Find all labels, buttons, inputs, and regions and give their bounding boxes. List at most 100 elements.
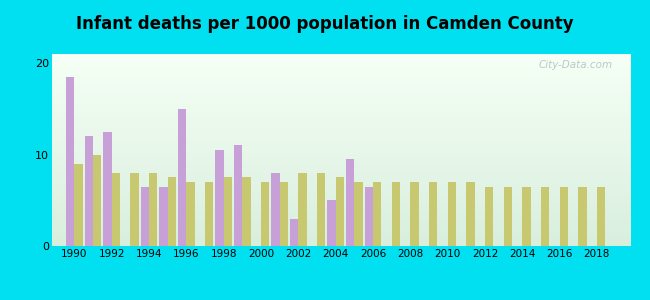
Bar	[52, 161, 630, 164]
Bar	[597, 187, 605, 246]
Bar	[466, 182, 474, 246]
Bar	[52, 213, 630, 215]
Bar	[215, 150, 224, 246]
Bar	[52, 198, 630, 200]
Bar	[52, 229, 630, 231]
Bar	[52, 221, 630, 223]
Bar	[52, 177, 630, 179]
Bar	[74, 164, 83, 246]
Bar	[131, 173, 139, 246]
Bar	[578, 187, 587, 246]
Bar	[187, 182, 195, 246]
Bar	[52, 196, 630, 198]
Bar	[52, 144, 630, 146]
Bar	[52, 135, 630, 137]
Bar	[52, 158, 630, 160]
Bar	[52, 188, 630, 190]
Bar	[52, 88, 630, 91]
Bar	[52, 164, 630, 165]
Bar	[52, 64, 630, 65]
Bar	[335, 177, 344, 246]
Bar	[159, 187, 168, 246]
Bar	[298, 173, 307, 246]
Bar	[52, 116, 630, 117]
Bar	[354, 182, 363, 246]
Bar	[327, 200, 335, 246]
Bar	[271, 173, 280, 246]
Bar	[52, 69, 630, 71]
Bar	[52, 65, 630, 68]
Bar	[242, 177, 251, 246]
Bar	[52, 236, 630, 238]
Bar	[52, 100, 630, 102]
Bar	[52, 140, 630, 142]
Bar	[52, 206, 630, 208]
Bar	[346, 159, 354, 246]
Bar	[52, 154, 630, 156]
Bar	[52, 68, 630, 69]
Bar	[52, 58, 630, 60]
Bar	[52, 156, 630, 158]
Bar	[52, 194, 630, 196]
Bar	[52, 192, 630, 194]
Bar	[52, 219, 630, 221]
Bar	[224, 177, 232, 246]
Bar	[52, 106, 630, 108]
Bar	[52, 204, 630, 206]
Bar	[178, 109, 187, 246]
Bar	[140, 187, 149, 246]
Bar	[52, 113, 630, 116]
Bar	[52, 235, 630, 236]
Bar	[280, 182, 288, 246]
Bar	[52, 232, 630, 235]
Bar	[52, 136, 630, 139]
Bar	[52, 110, 630, 112]
Bar	[52, 129, 630, 131]
Bar	[290, 219, 298, 246]
Bar	[560, 187, 568, 246]
Bar	[52, 240, 630, 242]
Bar	[52, 160, 630, 161]
Bar	[317, 173, 326, 246]
Bar	[52, 165, 630, 167]
Bar	[112, 173, 120, 246]
Bar	[52, 238, 630, 240]
Bar	[504, 187, 512, 246]
Bar	[84, 136, 93, 246]
Bar	[52, 108, 630, 110]
Bar	[261, 182, 269, 246]
Bar	[392, 182, 400, 246]
Bar	[52, 231, 630, 233]
Bar	[52, 91, 630, 92]
Bar	[52, 200, 630, 202]
Bar	[93, 154, 101, 246]
Bar	[66, 77, 74, 246]
Bar	[52, 119, 630, 121]
Bar	[52, 125, 630, 127]
Bar	[52, 187, 630, 188]
Bar	[52, 209, 630, 211]
Bar	[52, 121, 630, 123]
Bar	[52, 131, 630, 133]
Bar	[52, 225, 630, 227]
Bar	[52, 215, 630, 217]
Bar	[52, 167, 630, 169]
Text: Infant deaths per 1000 population in Camden County: Infant deaths per 1000 population in Cam…	[76, 15, 574, 33]
Bar	[52, 179, 630, 181]
Bar	[52, 212, 630, 213]
Bar	[52, 117, 630, 119]
Bar	[52, 60, 630, 62]
Bar	[52, 223, 630, 225]
Bar	[541, 187, 549, 246]
Bar	[52, 87, 630, 88]
Bar	[52, 242, 630, 244]
Bar	[52, 77, 630, 79]
Bar	[52, 227, 630, 229]
Bar	[52, 146, 630, 148]
Bar	[52, 92, 630, 94]
Bar	[52, 208, 630, 209]
Bar	[103, 132, 112, 246]
Bar	[373, 182, 382, 246]
Bar	[365, 187, 373, 246]
Bar	[52, 104, 630, 106]
